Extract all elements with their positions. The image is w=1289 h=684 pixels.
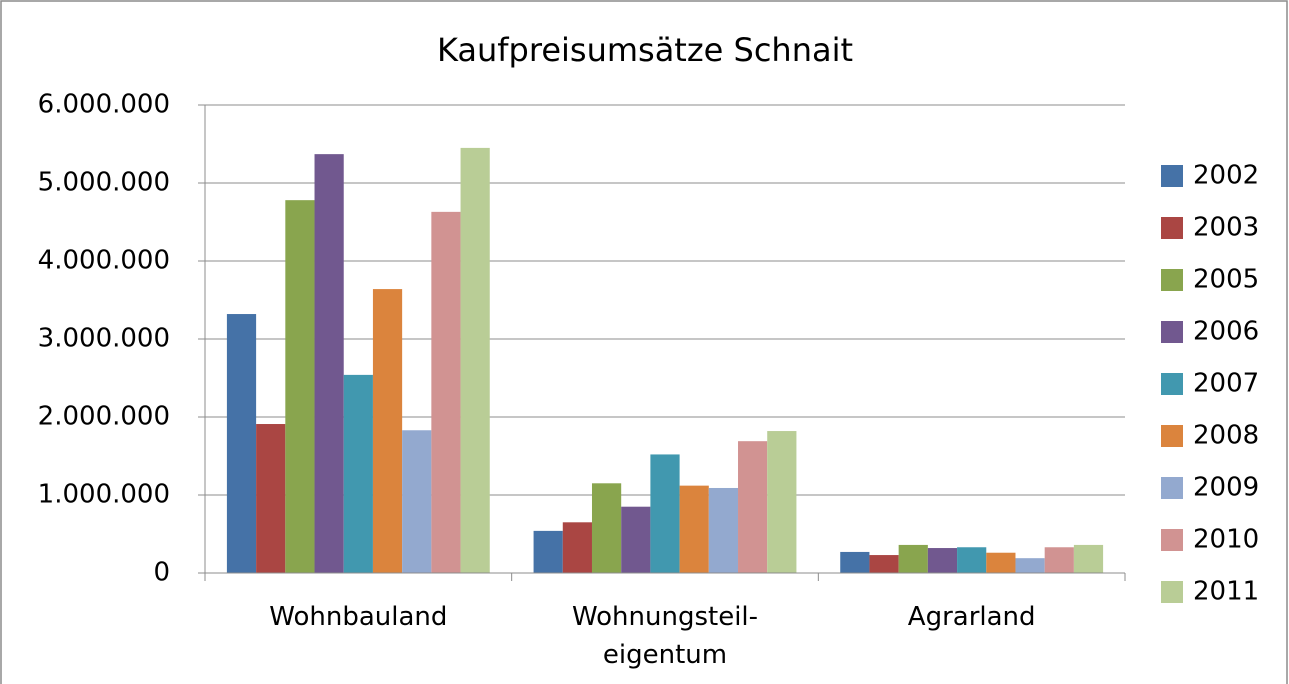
bar [840, 551, 870, 573]
legend-label: 2003 [1193, 213, 1259, 243]
bar [621, 506, 651, 573]
chart-title: Kaufpreisumsätze Schnait [437, 31, 853, 69]
legend-label: 2002 [1193, 161, 1259, 191]
legend-label: 2011 [1193, 577, 1259, 607]
y-tick-label: 2.000.000 [38, 402, 170, 432]
bar [650, 454, 680, 573]
bar [1073, 544, 1104, 573]
x-tick-label: Wohnbauland [269, 602, 448, 632]
bar [869, 555, 899, 573]
bar [927, 548, 958, 573]
x-tick-label: Agrarland [907, 602, 1036, 632]
bar [738, 441, 768, 573]
x-tick-label: Wohnungsteil-eigentum [571, 602, 759, 670]
legend-label: 2006 [1193, 317, 1259, 347]
legend-swatch [1161, 373, 1183, 395]
y-tick-label: 3.000.000 [38, 324, 170, 354]
legend-swatch [1161, 217, 1183, 239]
legend-swatch [1161, 529, 1183, 551]
y-tick-label: 4.000.000 [38, 246, 170, 276]
bar [708, 487, 739, 573]
legend-swatch [1161, 321, 1183, 343]
bar [343, 374, 373, 573]
bar [285, 200, 315, 573]
legend-swatch [1161, 477, 1183, 499]
bar [898, 544, 928, 573]
bar [226, 314, 257, 573]
bar [402, 430, 432, 573]
legend-label: 2008 [1193, 421, 1259, 451]
legend-swatch [1161, 425, 1183, 447]
legend-label: 2007 [1193, 369, 1259, 399]
y-tick-label: 6.000.000 [38, 90, 170, 120]
legend-swatch [1161, 269, 1183, 291]
bar [314, 154, 344, 573]
bar [986, 552, 1016, 573]
y-tick-label: 5.000.000 [38, 168, 170, 198]
bar [957, 547, 987, 573]
bar [679, 485, 709, 573]
bar [256, 424, 286, 573]
bar [1044, 547, 1074, 573]
legend-label: 2009 [1193, 473, 1259, 503]
bar [533, 530, 563, 573]
y-tick-label: 0 [153, 558, 170, 588]
bar [1015, 558, 1045, 573]
bar [460, 147, 490, 573]
legend-swatch [1161, 165, 1183, 187]
bar [591, 483, 622, 573]
y-tick-label: 1.000.000 [38, 480, 170, 510]
legend-label: 2005 [1193, 265, 1259, 295]
bar [562, 522, 592, 573]
bar [767, 431, 797, 573]
legend-label: 2010 [1193, 525, 1259, 555]
legend-swatch [1161, 581, 1183, 603]
bar [431, 211, 461, 574]
bar [372, 289, 403, 573]
